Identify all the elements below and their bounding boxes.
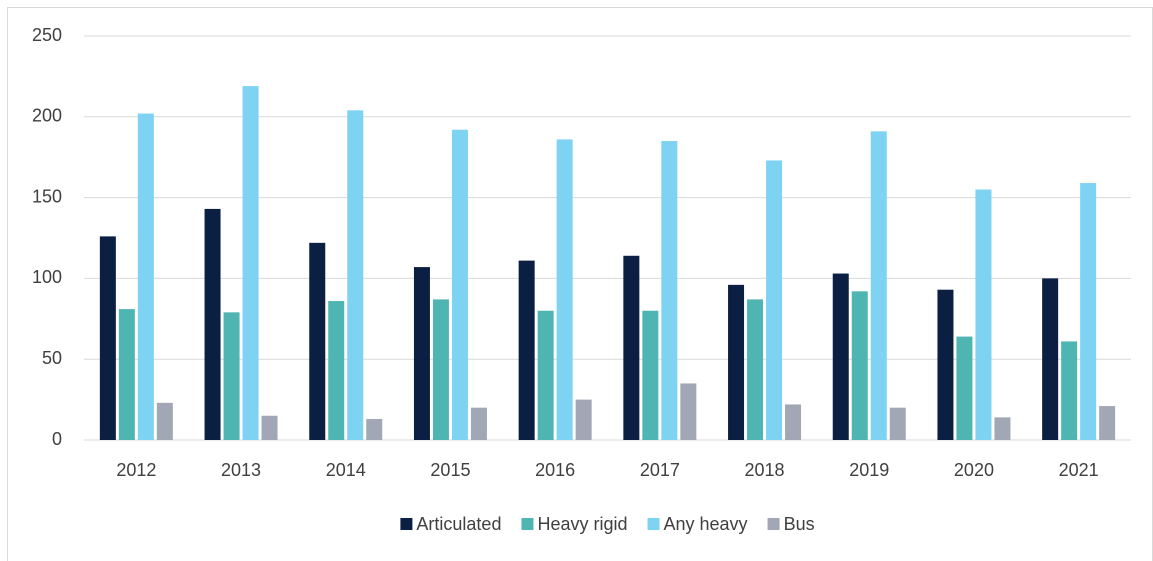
- bar: [223, 312, 240, 440]
- legend-label: Heavy rigid: [537, 514, 627, 534]
- x-tick-label: 2014: [326, 460, 366, 480]
- x-tick-label: 2016: [535, 460, 575, 480]
- bar: [994, 417, 1011, 440]
- bar: [889, 407, 906, 440]
- bar: [766, 160, 783, 440]
- x-tick-label: 2019: [849, 460, 889, 480]
- bar: [470, 407, 487, 440]
- bar: [347, 110, 364, 440]
- bar: [537, 310, 554, 440]
- legend-swatch: [647, 518, 660, 530]
- bar: [328, 301, 345, 440]
- bar: [1061, 341, 1078, 440]
- bar: [623, 255, 640, 440]
- bar: [242, 86, 259, 440]
- y-tick-label: 250: [32, 25, 62, 45]
- legend-label: Articulated: [416, 514, 501, 534]
- y-tick-label: 150: [32, 186, 62, 206]
- bar: [785, 404, 802, 440]
- bar: [156, 402, 173, 440]
- x-tick-label: 2018: [745, 460, 785, 480]
- bar: [518, 260, 535, 440]
- bar: [642, 310, 659, 440]
- legend-label: Bus: [784, 514, 815, 534]
- bar: [261, 415, 278, 440]
- x-tick-label: 2013: [221, 460, 261, 480]
- bar: [937, 289, 954, 440]
- bar: [851, 291, 868, 440]
- bar: [1042, 278, 1059, 440]
- bar: [99, 236, 116, 440]
- x-tick-label: 2012: [116, 460, 156, 480]
- y-tick-label: 200: [32, 106, 62, 126]
- legend-swatch: [521, 518, 534, 530]
- bar: [118, 309, 135, 440]
- bar: [556, 139, 573, 440]
- x-tick-label: 2017: [640, 460, 680, 480]
- y-tick-label: 0: [52, 429, 62, 449]
- x-tick-label: 2015: [430, 460, 470, 480]
- legend-swatch: [767, 518, 780, 530]
- bar: [680, 383, 697, 440]
- x-tick-label: 2020: [954, 460, 994, 480]
- bar: [137, 113, 154, 441]
- bar: [1080, 183, 1097, 440]
- bar: [432, 299, 449, 440]
- bar: [832, 273, 849, 440]
- bar: [870, 131, 887, 440]
- legend-label: Any heavy: [664, 514, 748, 534]
- legend-swatch: [400, 518, 413, 530]
- bar: [413, 267, 430, 440]
- bar: [956, 336, 973, 440]
- x-tick-label: 2021: [1059, 460, 1099, 480]
- bar: [451, 129, 468, 440]
- bar: [747, 299, 764, 440]
- bar: [309, 242, 326, 440]
- bar: [661, 141, 678, 441]
- y-tick-label: 50: [42, 348, 62, 368]
- bar: [975, 189, 992, 440]
- bar: [575, 399, 592, 440]
- bar: [204, 208, 221, 440]
- bar: [366, 418, 383, 440]
- bar: [728, 284, 745, 440]
- y-tick-label: 100: [32, 267, 62, 287]
- bar: [1099, 406, 1116, 440]
